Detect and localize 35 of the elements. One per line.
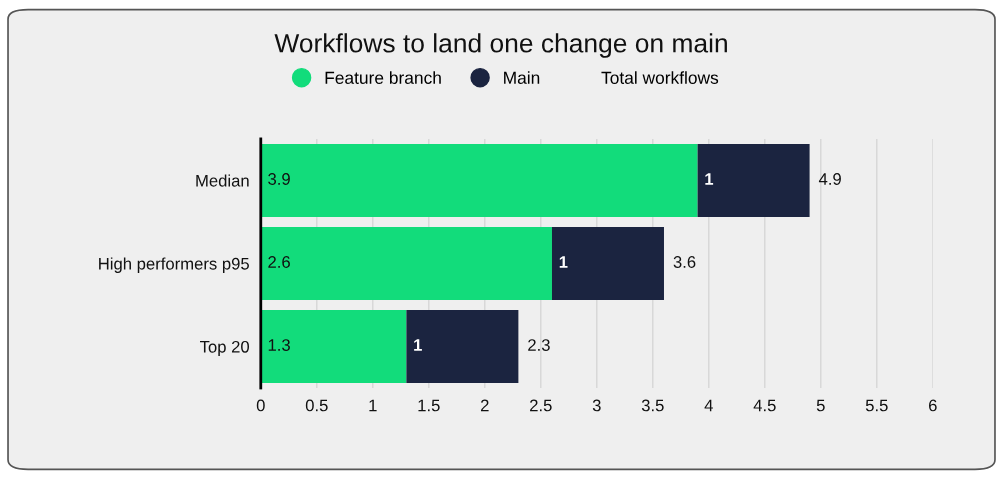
legend-label: Main [504,71,540,84]
y-tick-label: High performers p95 [99,257,249,273]
total-label: 2.3 [528,339,550,351]
bar [697,143,810,217]
data-label: 2.6 [268,256,290,268]
bar [260,143,698,217]
y-tick-label: Top 20 [200,340,250,356]
x-tick-label: 5.5 [865,399,888,412]
bar [551,226,664,300]
total-label: 4.9 [818,173,841,185]
total-label: 3.6 [673,256,696,268]
x-tick-label: 2 [480,399,489,412]
x-tick-label: 2.5 [530,399,552,412]
x-tick-label: 1 [369,399,377,412]
x-tick-label: 0.5 [305,399,328,412]
data-label: 1.3 [268,339,290,351]
text: Total workflows [601,71,719,84]
data-label: 1 [559,256,568,268]
bar [260,226,552,300]
bar [260,309,407,384]
x-tick-label: 3 [592,399,601,412]
x-tick-label: 0 [256,399,265,412]
x-tick-label: 6 [929,399,937,412]
y-tick-label: Median [196,174,249,187]
data-label: 1 [705,173,714,185]
x-tick-label: 4.5 [753,399,776,412]
x-tick-label: 3.5 [641,399,664,412]
bar [406,309,519,384]
x-tick-label: 1.5 [418,399,440,412]
x-tick-label: 4 [704,399,713,412]
data-label: 1 [414,339,422,351]
legend-label: Feature branch [325,71,441,84]
x-tick-label: 5 [816,399,825,412]
data-label: 3.9 [268,173,290,185]
chart-title: Workflows to land one change on main [274,33,727,58]
